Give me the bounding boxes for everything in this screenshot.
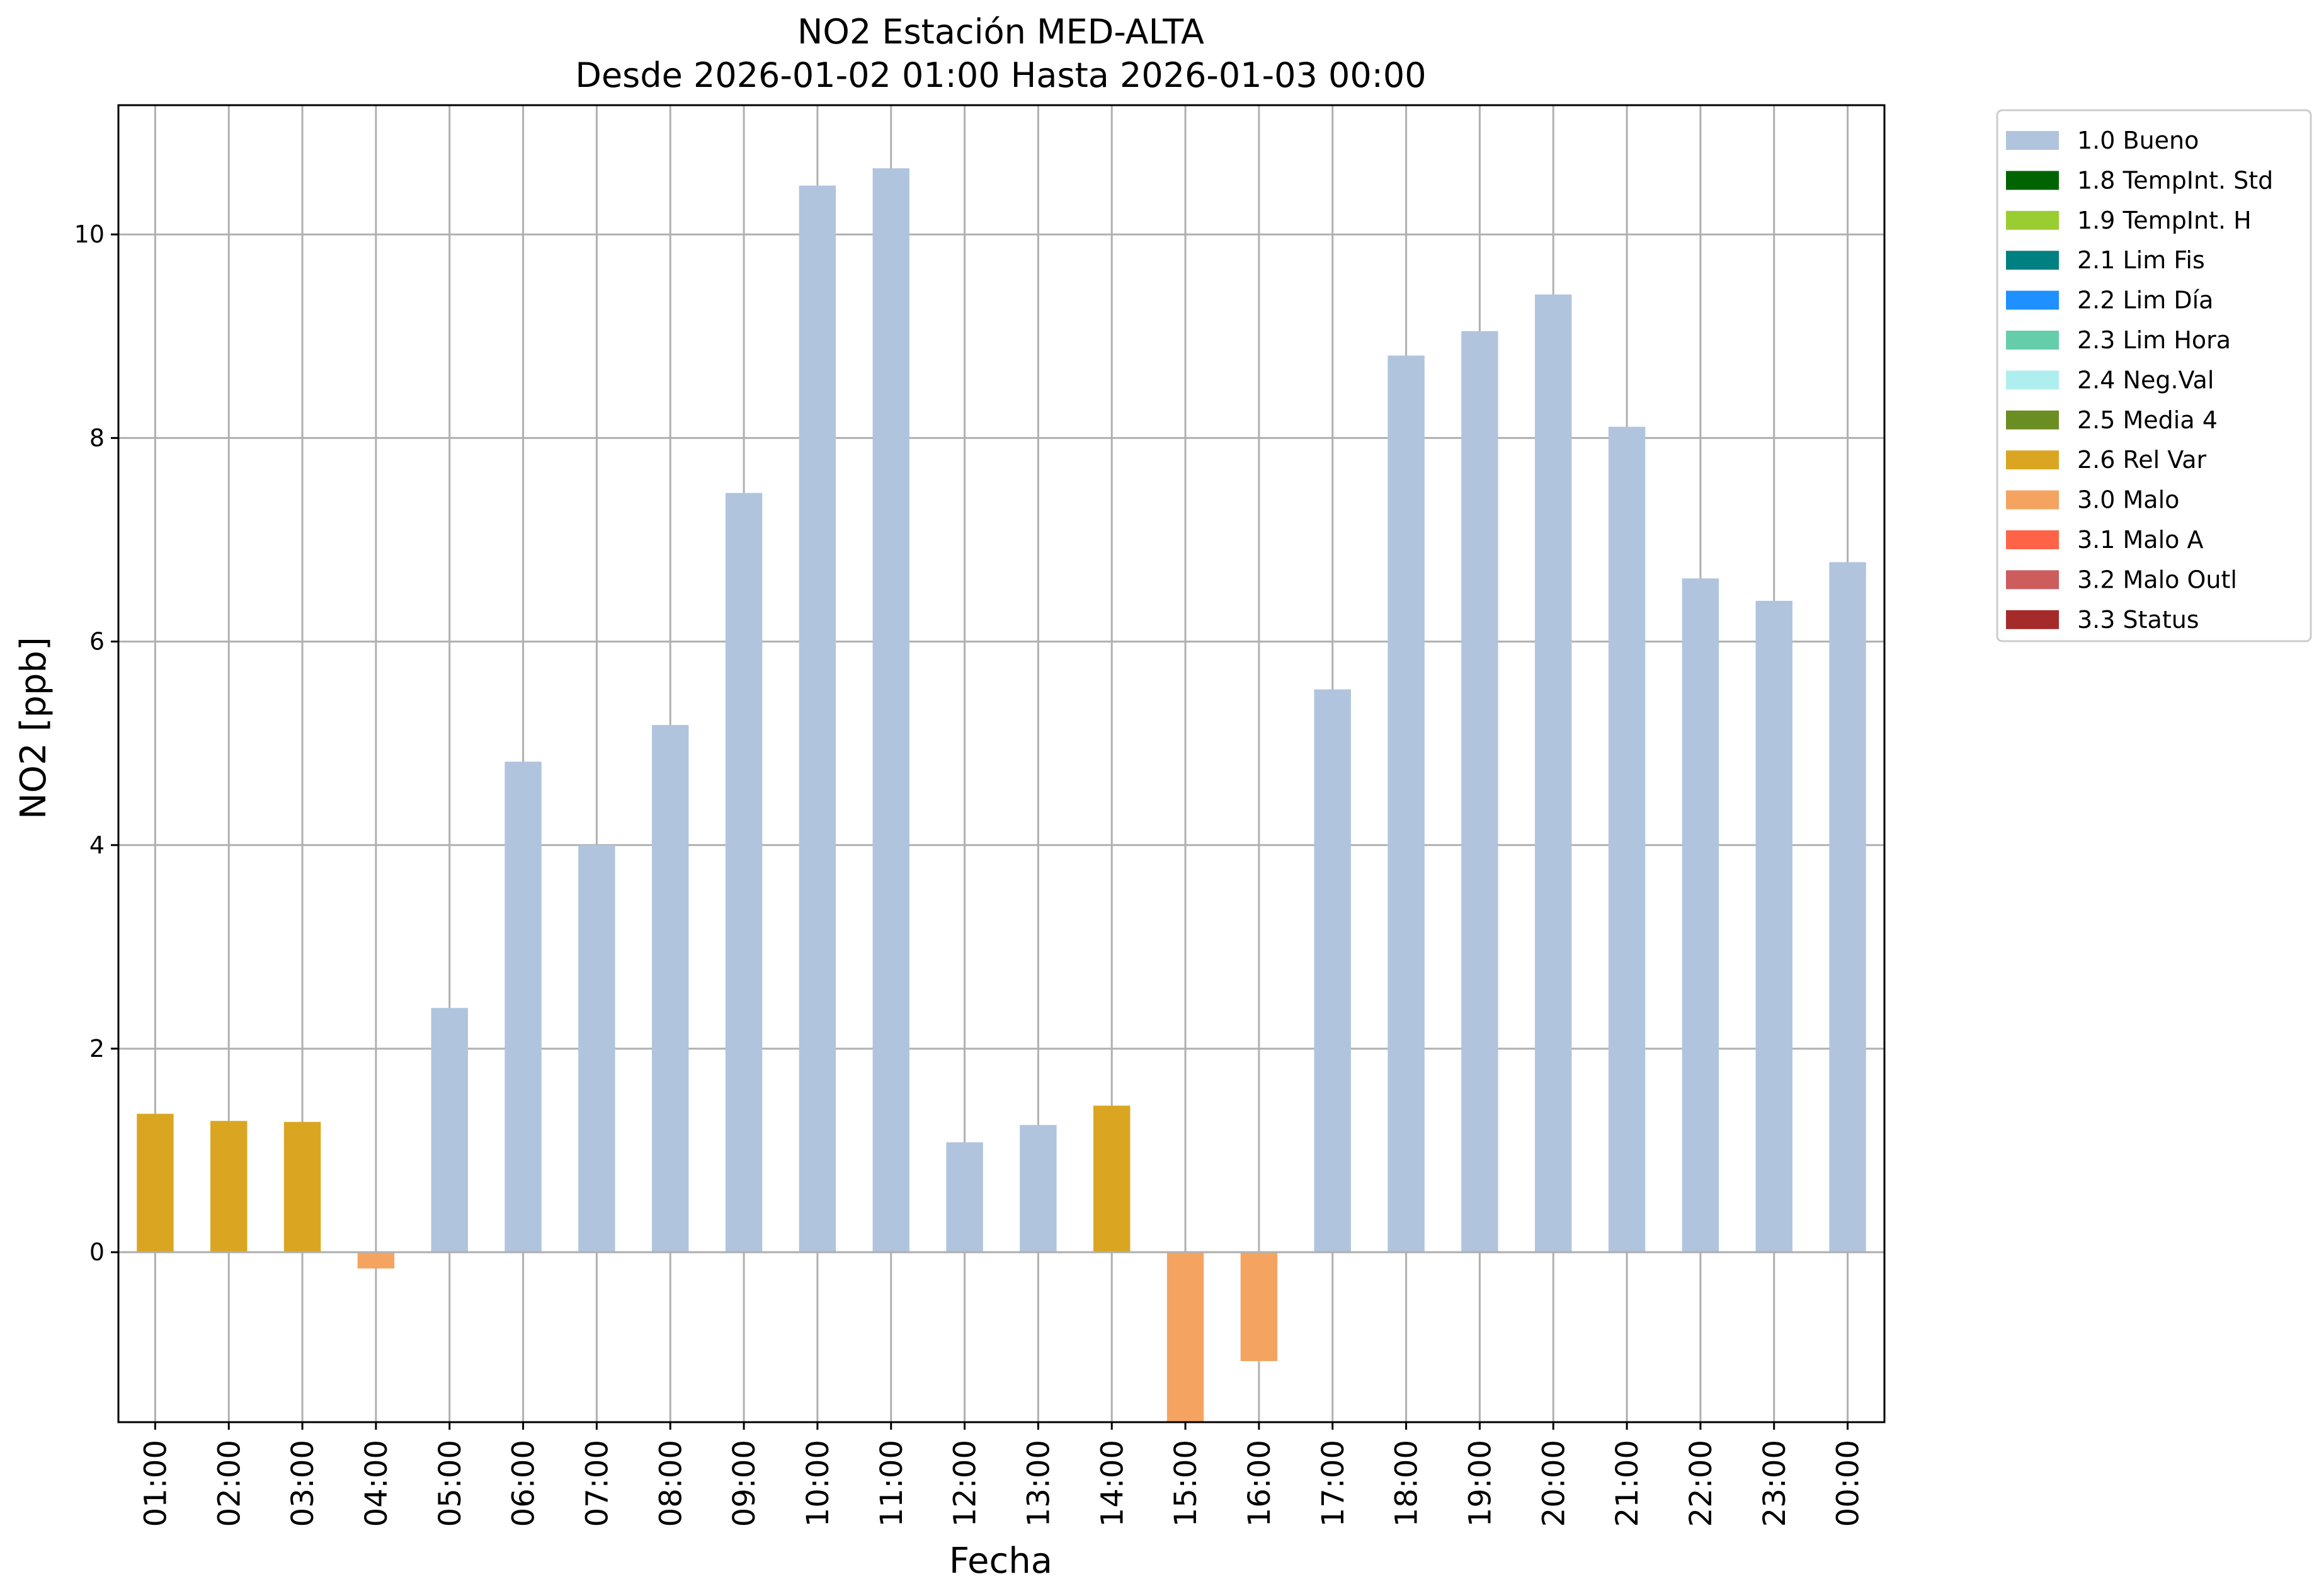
legend-frame (1996, 109, 2312, 642)
x-tick-label: 19:00 (1462, 1440, 1498, 1527)
bar-0600 (504, 761, 542, 1253)
legend-swatch-2-1 (2006, 251, 2059, 270)
x-tick-label: 10:00 (801, 1440, 836, 1527)
bar-0100 (137, 1114, 174, 1253)
bar-0900 (725, 493, 763, 1253)
x-axis-label: Fecha (949, 1541, 1052, 1582)
x-tick-label: 06:00 (506, 1440, 542, 1527)
x-tick-label: 09:00 (727, 1440, 762, 1527)
legend-swatch-1-9 (2006, 210, 2059, 230)
legend-label-3-0: 3.0 Malo (2077, 486, 2179, 514)
legend-label-1-0: 1.0 Bueno (2077, 127, 2199, 154)
legend-swatch-2-3 (2006, 331, 2059, 350)
x-tick-label: 14:00 (1095, 1440, 1130, 1527)
x-tick-label: 11:00 (874, 1440, 909, 1527)
legend-swatch-1-0 (2006, 131, 2059, 150)
x-tick-label: 08:00 (653, 1440, 688, 1527)
x-tick-label: 01:00 (138, 1440, 173, 1527)
bar-0300 (283, 1122, 321, 1253)
y-tick-label: 6 (89, 628, 105, 656)
legend: 1.0 Bueno 1.8 TempInt. Std 1.9 TempInt. H 2… (1996, 109, 2312, 642)
legend-label-2-4: 2.4 Neg.Val (2077, 366, 2214, 394)
y-tick-label: 8 (89, 424, 105, 452)
bar-0500 (431, 1008, 468, 1253)
x-tick-label: 05:00 (433, 1440, 468, 1527)
x-tick-label: 21:00 (1610, 1440, 1645, 1527)
bar-1900 (1461, 331, 1498, 1253)
y-axis-label: NO2 [ppb] (13, 637, 54, 819)
x-tick-label: 04:00 (359, 1440, 394, 1527)
legend-label-2-3: 2.3 Lim Hora (2077, 326, 2231, 354)
legend-swatch-2-6 (2006, 450, 2059, 470)
x-tick-label: 07:00 (579, 1440, 615, 1527)
legend-swatch-3-2 (2006, 570, 2059, 590)
legend-swatch-2-4 (2006, 370, 2059, 390)
x-tick-label: 18:00 (1389, 1440, 1425, 1527)
legend-label-1-9: 1.9 TempInt. H (2077, 207, 2252, 234)
x-tick-label: 20:00 (1536, 1440, 1571, 1527)
legend-swatch-2-2 (2006, 290, 2059, 310)
chart-title: NO2 Estación MED-ALTA (797, 12, 1204, 52)
legend-label-3-2: 3.2 Malo Outl (2077, 566, 2237, 593)
legend-swatch-2-5 (2006, 410, 2059, 430)
x-tick-label: 12:00 (948, 1440, 983, 1527)
x-tick-label: 03:00 (285, 1440, 321, 1527)
bar-1100 (872, 168, 909, 1253)
legend-label-2-6: 2.6 Rel Var (2077, 446, 2207, 474)
bar-2100 (1608, 426, 1646, 1253)
y-tick-label: 2 (89, 1035, 105, 1063)
y-axis-ticks: 0 2 4 6 8 10 (74, 220, 118, 1266)
x-tick-label: 00:00 (1831, 1440, 1866, 1527)
chart-subtitle: Desde 2026-01-02 01:00 Hasta 2026-01-03 … (575, 55, 1426, 95)
y-tick-label: 4 (89, 831, 105, 859)
legend-swatch-3-0 (2006, 490, 2059, 510)
bar-0200 (210, 1120, 248, 1253)
plot-frame (117, 104, 1886, 1423)
x-tick-label: 17:00 (1316, 1440, 1351, 1527)
bar-1300 (1020, 1125, 1057, 1253)
legend-label-3-1: 3.1 Malo A (2077, 526, 2203, 554)
bar-1500 (1166, 1252, 1204, 1422)
legend-label-2-5: 2.5 Media 4 (2077, 406, 2218, 434)
y-tick-label: 10 (74, 220, 105, 248)
bar-0800 (652, 725, 689, 1253)
legend-label-3-3: 3.3 Status (2077, 606, 2199, 634)
legend-swatch-3-3 (2006, 610, 2059, 629)
bar-1600 (1240, 1252, 1278, 1362)
bar-0000 (1829, 562, 1866, 1253)
x-tick-label: 15:00 (1168, 1440, 1204, 1527)
bar-0700 (578, 845, 615, 1253)
legend-swatch-3-1 (2006, 530, 2059, 549)
bar-1700 (1314, 689, 1351, 1253)
bar-1400 (1093, 1105, 1131, 1253)
x-tick-label: 02:00 (212, 1440, 247, 1527)
bar-2300 (1755, 600, 1792, 1253)
bar-1800 (1387, 355, 1425, 1253)
bar-2200 (1682, 578, 1719, 1253)
legend-label-1-8: 1.8 TempInt. Std (2077, 166, 2273, 194)
x-axis-ticks: 01:00 02:00 03:00 04:00 05:00 06:00 07:00 08:00… (138, 1422, 1866, 1527)
bar-2000 (1535, 294, 1572, 1253)
y-tick-label: 0 (89, 1238, 105, 1266)
x-tick-label: 22:00 (1684, 1440, 1719, 1527)
legend-swatch-1-8 (2006, 171, 2059, 190)
x-tick-label: 13:00 (1021, 1440, 1056, 1527)
legend-label-2-2: 2.2 Lim Día (2077, 287, 2213, 314)
bar-1200 (946, 1142, 983, 1253)
bar-1000 (799, 185, 836, 1253)
bar-0400 (357, 1252, 395, 1268)
x-tick-label: 23:00 (1757, 1440, 1792, 1527)
legend-label-2-1: 2.1 Lim Fis (2077, 246, 2205, 274)
bars (137, 168, 1866, 1422)
x-tick-label: 16:00 (1242, 1440, 1277, 1527)
